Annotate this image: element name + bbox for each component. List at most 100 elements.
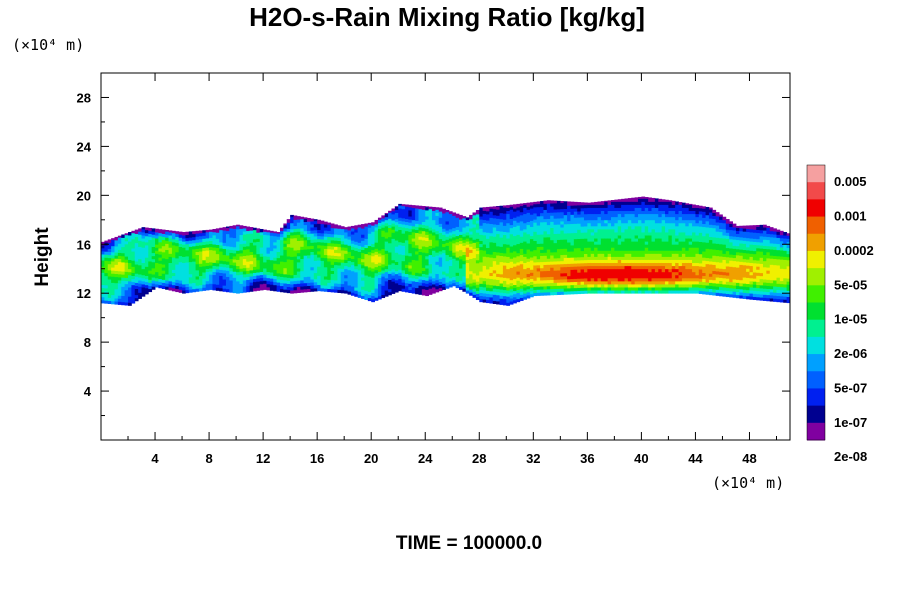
field-cell: [300, 283, 305, 287]
field-cell: [513, 241, 517, 246]
field-cell: [283, 261, 288, 266]
field-cell: [540, 255, 544, 260]
field-cell: [144, 269, 149, 273]
field-cell: [384, 216, 389, 221]
field-cell: [391, 244, 396, 249]
field-cell: [361, 224, 365, 226]
field-cell: [708, 233, 713, 238]
field-cell: [668, 244, 673, 248]
field-cell: [232, 225, 237, 229]
field-cell: [499, 221, 504, 226]
field-cell: [398, 266, 402, 270]
field-cell: [681, 262, 686, 267]
field-cell: [377, 280, 382, 285]
field-cell: [580, 278, 585, 282]
field-cell: [286, 237, 291, 242]
field-cell: [533, 216, 538, 220]
field-cell: [317, 247, 321, 252]
field-cell: [560, 276, 565, 280]
field-cell: [171, 269, 176, 273]
field-cell: [698, 247, 703, 252]
field-cell: [614, 216, 619, 221]
field-cell: [621, 247, 625, 251]
field-cell: [681, 247, 686, 251]
field-cell: [290, 274, 294, 279]
field-cell: [600, 277, 605, 282]
field-cell: [421, 276, 426, 281]
field-cell: [236, 268, 240, 273]
field-cell: [134, 285, 139, 290]
field-cell: [546, 200, 551, 204]
field-cell: [661, 290, 666, 294]
field-cell: [611, 262, 615, 267]
field-cell: [411, 213, 416, 218]
field-cell: [138, 231, 142, 235]
field-cell: [681, 244, 686, 248]
field-cell: [202, 238, 207, 242]
field-cell: [536, 231, 541, 235]
field-cell: [117, 270, 122, 275]
field-cell: [688, 259, 693, 264]
field-cell: [600, 225, 605, 230]
field-cell: [117, 283, 122, 287]
field-cell: [377, 292, 382, 297]
field-cell: [594, 259, 598, 264]
field-cell: [560, 224, 565, 228]
field-cell: [273, 281, 278, 286]
field-cell: [232, 265, 237, 269]
field-cell: [317, 287, 321, 292]
field-cell: [519, 254, 524, 259]
field-cell: [455, 278, 460, 282]
field-cell: [556, 279, 561, 283]
field-cell: [651, 265, 656, 270]
field-cell: [337, 255, 342, 260]
field-cell: [404, 233, 409, 238]
field-cell: [567, 245, 571, 249]
field-cell: [567, 232, 571, 237]
field-cell: [171, 260, 176, 264]
field-cell: [695, 259, 700, 264]
field-cell: [293, 274, 298, 278]
field-cell: [219, 269, 223, 273]
field-cell: [327, 239, 332, 244]
field-cell: [658, 284, 663, 288]
field-cell: [242, 234, 247, 238]
field-cell: [617, 207, 622, 212]
field-cell: [627, 219, 632, 224]
field-cell: [611, 280, 615, 285]
field-cell: [472, 288, 477, 292]
field-cell: [688, 241, 693, 245]
field-cell: [320, 254, 325, 258]
field-cell: [198, 275, 203, 280]
field-cell: [171, 275, 176, 280]
field-cell: [438, 272, 443, 276]
field-cell: [702, 272, 706, 277]
field-cell: [421, 249, 426, 253]
field-cell: [188, 280, 193, 284]
field-cell: [303, 288, 308, 293]
field-cell: [502, 259, 507, 263]
field-cell: [465, 241, 470, 245]
field-cell: [175, 248, 180, 253]
field-cell: [276, 239, 281, 243]
field-cell: [144, 245, 149, 249]
field-cell: [641, 265, 646, 270]
field-cell: [384, 268, 389, 273]
field-cell: [580, 232, 585, 236]
field-cell: [452, 227, 457, 232]
field-cell: [702, 284, 706, 289]
field-cell: [611, 277, 615, 282]
field-cell: [708, 270, 713, 274]
field-cell: [594, 232, 598, 236]
field-cell: [340, 280, 345, 285]
field-cell: [404, 206, 409, 210]
field-cell: [719, 246, 723, 251]
field-cell: [371, 283, 375, 287]
field-cell: [607, 238, 612, 242]
field-cell: [611, 216, 615, 221]
field-cell: [540, 240, 544, 244]
field-cell: [300, 252, 305, 256]
field-cell: [263, 274, 267, 278]
field-cell: [269, 272, 274, 276]
field-cell: [381, 291, 386, 295]
